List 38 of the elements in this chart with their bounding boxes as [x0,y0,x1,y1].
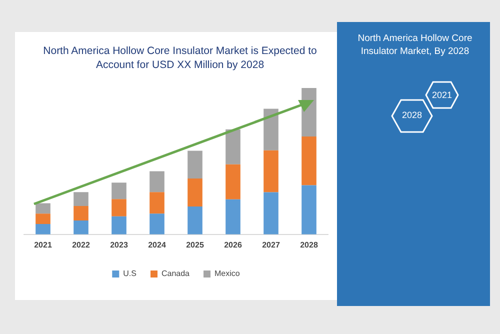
bar [264,150,278,192]
bar [150,192,164,214]
text: 2028 [400,110,424,120]
bar [74,206,88,220]
bar [188,150,202,178]
legend-label: Canada [161,269,190,278]
x-tick-label: 2022 [72,240,90,250]
bar [226,199,240,234]
bar [188,178,202,206]
bar [74,220,88,234]
text: 2021 [430,90,454,100]
bar [188,206,202,234]
chart-title: North America Hollow Core Insulator Market is Expected to Account for USD XX Million by 2028 [42,44,318,72]
x-tick-label: 2023 [110,240,128,250]
bar [150,171,164,192]
x-tick-label: 2025 [186,240,204,250]
bar [302,136,316,186]
bar [112,182,126,200]
legend-label: U.S [123,269,136,278]
x-tick-label: 2028 [300,240,318,250]
bar [36,203,50,214]
bar [112,216,126,234]
bar [150,214,164,234]
x-tick-label: 2024 [148,240,166,250]
x-tick-label: 2027 [262,240,280,250]
bar [112,199,126,216]
bar [264,192,278,234]
bar [264,108,278,150]
bar [74,192,88,206]
bar [36,224,50,234]
bar [226,164,240,200]
x-tick-label: 2021 [34,240,52,250]
text: North America Hollow Core Insulator Market, By 2028 [356,32,474,58]
bar [302,185,316,234]
x-tick-label: 2026 [224,240,242,250]
bar [36,214,50,224]
legend-label: Mexico [214,269,240,278]
bar [226,129,240,164]
